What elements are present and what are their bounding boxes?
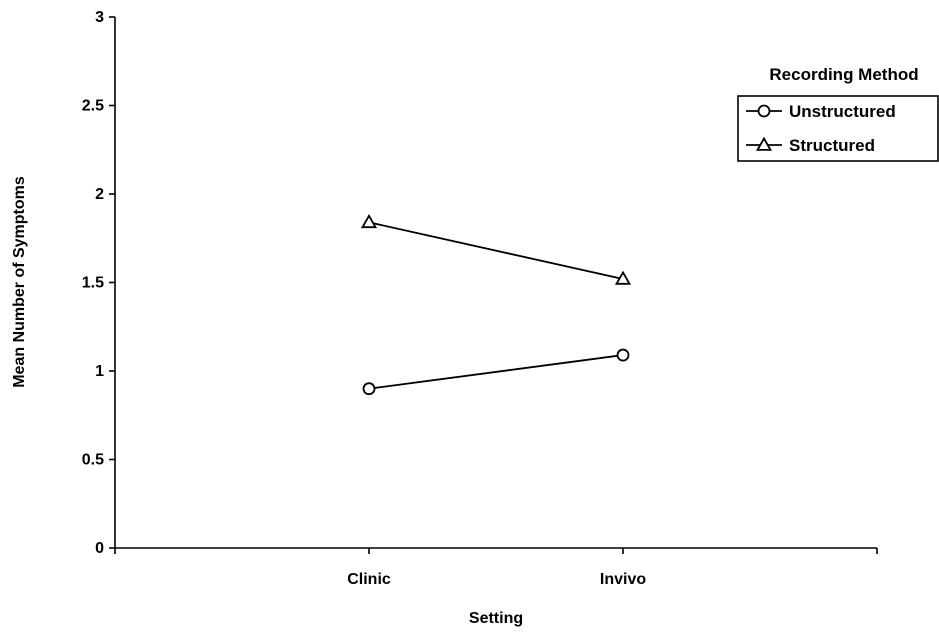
legend-item-structured: Structured bbox=[746, 136, 875, 155]
x-axis-label: Setting bbox=[469, 610, 523, 627]
legend-marker-unstructured bbox=[757, 104, 771, 118]
y-tick-label: 2 bbox=[95, 186, 104, 203]
series-group bbox=[360, 214, 632, 396]
data-point-structured bbox=[614, 270, 632, 285]
y-tick-label: 1 bbox=[95, 363, 104, 380]
legend-item-unstructured: Unstructured bbox=[746, 102, 896, 121]
legend-label-structured: Structured bbox=[789, 136, 875, 155]
y-tick-label: 3 bbox=[95, 9, 104, 26]
y-tick-label: 2.5 bbox=[82, 98, 104, 115]
legend: Recording Method Unstructured Structured bbox=[737, 65, 939, 162]
series-unstructured bbox=[362, 348, 630, 396]
y-axis-label: Mean Number of Symptoms bbox=[11, 176, 28, 388]
legend-label-unstructured: Unstructured bbox=[789, 102, 896, 121]
x-tick-label: Invivo bbox=[600, 571, 646, 588]
legend-marker-structured bbox=[755, 136, 773, 151]
data-point-unstructured bbox=[616, 348, 630, 362]
x-tick-label: Clinic bbox=[347, 571, 391, 588]
y-tick-label: 0.5 bbox=[82, 452, 104, 469]
data-point-unstructured bbox=[362, 382, 376, 396]
x-axis-ticks: Clinic Invivo bbox=[114, 548, 878, 588]
y-tick-label: 1.5 bbox=[82, 275, 104, 292]
series-line-structured bbox=[368, 221, 624, 280]
y-tick-label: 0 bbox=[95, 540, 104, 557]
legend-items: Unstructured Structured bbox=[746, 102, 896, 155]
series-structured bbox=[360, 214, 632, 285]
legend-title: Recording Method bbox=[769, 65, 918, 84]
data-point-structured bbox=[360, 214, 378, 229]
y-axis-ticks: 0 0.5 1 1.5 2 2.5 3 bbox=[82, 9, 115, 557]
series-line-unstructured bbox=[368, 354, 624, 390]
